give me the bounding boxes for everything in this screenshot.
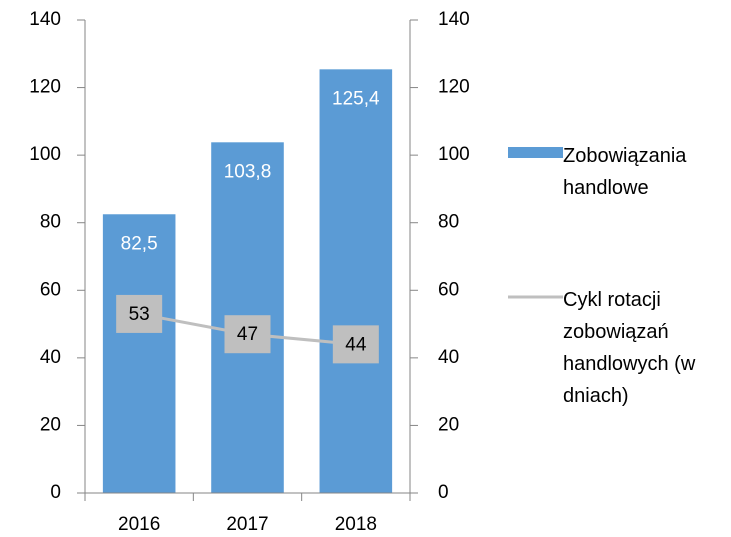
line-label-box	[332, 325, 379, 364]
y-tick-label: 140	[29, 9, 61, 30]
y2-tick-label: 120	[438, 77, 470, 98]
bar-label: 125,4	[332, 88, 380, 109]
bar	[319, 69, 393, 493]
y-tick-label: 100	[29, 144, 61, 165]
legend-label: Zobowiązania handlowe	[563, 145, 687, 199]
y2-tick-label: 140	[438, 9, 470, 30]
y-tick-label: 40	[40, 347, 61, 368]
line-label: 53	[129, 304, 150, 325]
line-label: 44	[345, 334, 367, 355]
line-label-box	[224, 315, 271, 354]
y2-tick-label: 20	[438, 414, 459, 435]
y-tick-label: 80	[40, 212, 61, 233]
legend-swatch	[508, 147, 563, 158]
x-tick-label: 2017	[226, 514, 268, 535]
bar-label: 103,8	[224, 161, 272, 182]
x-tick-label: 2016	[118, 514, 160, 535]
y2-tick-label: 60	[438, 279, 459, 300]
y-tick-label: 0	[50, 482, 61, 503]
y-tick-label: 60	[40, 279, 61, 300]
y2-tick-label: 100	[438, 144, 470, 165]
bar-label: 82,5	[121, 233, 158, 254]
line-label-box	[116, 294, 163, 333]
y-tick-label: 20	[40, 414, 61, 435]
x-tick-label: 2018	[335, 514, 377, 535]
bar	[102, 214, 176, 493]
y2-tick-label: 80	[438, 212, 459, 233]
legend-label: Cykl rotacji zobowiązań handlowych (w dn…	[563, 289, 696, 407]
y2-tick-label: 0	[438, 482, 449, 503]
y-tick-label: 120	[29, 77, 61, 98]
line-label: 47	[237, 324, 258, 345]
y2-tick-label: 40	[438, 347, 459, 368]
